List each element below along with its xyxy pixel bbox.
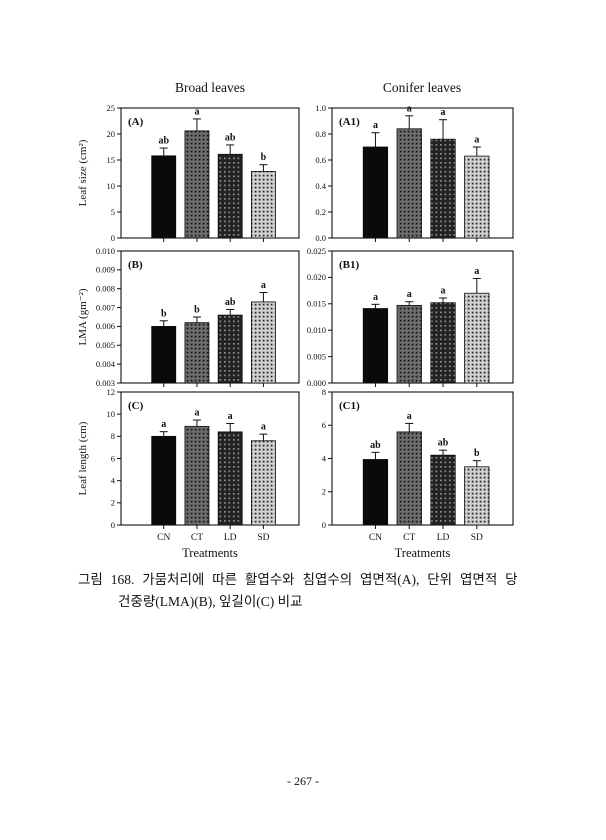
svg-text:0.020: 0.020 bbox=[307, 272, 326, 282]
svg-text:10: 10 bbox=[107, 409, 116, 419]
svg-text:Treatments: Treatments bbox=[182, 546, 238, 560]
svg-text:12: 12 bbox=[107, 387, 116, 397]
svg-text:0.6: 0.6 bbox=[315, 155, 326, 165]
svg-text:0.005: 0.005 bbox=[96, 340, 115, 350]
svg-text:0.007: 0.007 bbox=[96, 302, 115, 312]
svg-text:0.003: 0.003 bbox=[96, 378, 115, 388]
svg-text:5: 5 bbox=[111, 207, 115, 217]
svg-text:SD: SD bbox=[471, 533, 483, 543]
svg-text:LD: LD bbox=[437, 533, 450, 543]
svg-text:15: 15 bbox=[107, 155, 116, 165]
svg-text:(C): (C) bbox=[128, 400, 144, 412]
figure-caption-line1: 그림 168. 가뭄처리에 따른 활엽수와 침엽수의 엽면적(A), 단위 엽면… bbox=[78, 572, 518, 587]
svg-text:8: 8 bbox=[322, 387, 326, 397]
svg-text:4: 4 bbox=[111, 475, 116, 485]
column-title-broad-leaves: Broad leaves bbox=[174, 80, 246, 95]
svg-text:Leaf size (cm²): Leaf size (cm²) bbox=[77, 139, 89, 206]
svg-text:10: 10 bbox=[107, 181, 116, 191]
page-number: - 267 - bbox=[287, 774, 319, 788]
svg-text:b: b bbox=[194, 305, 200, 316]
svg-text:0.4: 0.4 bbox=[315, 181, 326, 191]
svg-text:0.2: 0.2 bbox=[315, 207, 326, 217]
svg-text:a: a bbox=[407, 411, 412, 422]
svg-text:0.008: 0.008 bbox=[96, 284, 115, 294]
svg-text:Leaf length (cm): Leaf length (cm) bbox=[77, 421, 89, 495]
svg-text:a: a bbox=[228, 411, 233, 422]
svg-text:2: 2 bbox=[111, 498, 115, 508]
svg-text:6: 6 bbox=[111, 453, 115, 463]
svg-text:ab: ab bbox=[225, 297, 236, 308]
svg-text:6: 6 bbox=[322, 420, 326, 430]
svg-text:4: 4 bbox=[322, 453, 327, 463]
svg-text:b: b bbox=[474, 448, 480, 459]
chart-panel-b-lma-broad: 0.003 0.004 0.005 0.006 0.007 0.008 0.009 0.010… bbox=[77, 246, 300, 388]
svg-text:(B1): (B1) bbox=[339, 259, 360, 271]
svg-text:a: a bbox=[474, 135, 479, 146]
svg-text:0.010: 0.010 bbox=[307, 325, 326, 335]
svg-text:ab: ab bbox=[158, 136, 169, 147]
svg-text:(A1): (A1) bbox=[339, 116, 360, 128]
svg-text:LMA (gm⁻²): LMA (gm⁻²) bbox=[77, 288, 89, 345]
svg-text:0.000: 0.000 bbox=[307, 378, 326, 388]
svg-text:a: a bbox=[407, 103, 412, 114]
svg-text:a: a bbox=[441, 285, 446, 296]
svg-text:0.004: 0.004 bbox=[96, 359, 116, 369]
svg-text:0.0: 0.0 bbox=[315, 233, 326, 243]
svg-text:2: 2 bbox=[322, 487, 326, 497]
svg-text:0.015: 0.015 bbox=[307, 299, 326, 309]
svg-text:a: a bbox=[373, 292, 378, 303]
svg-text:a: a bbox=[261, 422, 266, 433]
svg-text:ab: ab bbox=[370, 440, 381, 451]
svg-text:(B): (B) bbox=[128, 259, 143, 271]
svg-text:a: a bbox=[441, 107, 446, 118]
chart-panel-c1-leaf-length-conifer: 0 2 4 6 8 ab CN a CT ab LD b SD Treatments (C1) bbox=[322, 387, 514, 560]
svg-text:ab: ab bbox=[225, 132, 236, 143]
svg-text:0.005: 0.005 bbox=[307, 351, 326, 361]
svg-text:LD: LD bbox=[224, 533, 237, 543]
svg-text:a: a bbox=[261, 280, 266, 291]
svg-text:CT: CT bbox=[403, 533, 415, 543]
svg-text:a: a bbox=[161, 419, 166, 430]
svg-text:0.010: 0.010 bbox=[96, 246, 115, 256]
svg-text:SD: SD bbox=[257, 533, 269, 543]
svg-text:CN: CN bbox=[157, 533, 170, 543]
svg-text:0: 0 bbox=[111, 233, 115, 243]
svg-text:0.009: 0.009 bbox=[96, 265, 115, 275]
svg-text:0.8: 0.8 bbox=[315, 129, 326, 139]
svg-text:(A): (A) bbox=[128, 116, 144, 128]
chart-panel-a1-leaf-size-conifer: 0.0 0.2 0.4 0.6 0.8 1.0 a a a a (A1) bbox=[315, 103, 514, 243]
svg-text:a: a bbox=[474, 266, 479, 277]
svg-text:1.0: 1.0 bbox=[315, 103, 326, 113]
svg-text:ab: ab bbox=[438, 438, 449, 449]
svg-text:8: 8 bbox=[111, 431, 115, 441]
svg-text:0: 0 bbox=[322, 520, 326, 530]
svg-text:a: a bbox=[373, 120, 378, 131]
svg-text:20: 20 bbox=[107, 129, 116, 139]
column-title-conifer-leaves: Conifer leaves bbox=[382, 80, 462, 95]
chart-panel-b1-lma-conifer: 0.000 0.005 0.010 0.015 0.020 0.025 a a a a (B1) bbox=[307, 246, 514, 388]
figure-caption: 그림 168. 가뭄처리에 따른 활엽수와 침엽수의 엽면적(A), 단위 엽면… bbox=[78, 569, 540, 613]
svg-text:CN: CN bbox=[369, 533, 382, 543]
figure-caption-line2: 건중량(LMA)(B), 잎길이(C) 비교 bbox=[118, 594, 303, 609]
svg-text:(C1): (C1) bbox=[339, 400, 360, 412]
chart-panel-c-leaf-length-broad: 0 2 4 6 8 10 12 Leaf length (cm) a CN a CT a LD a SD Tre… bbox=[77, 387, 300, 560]
svg-text:25: 25 bbox=[107, 103, 116, 113]
svg-text:0: 0 bbox=[111, 520, 115, 530]
svg-text:0.006: 0.006 bbox=[96, 321, 115, 331]
svg-text:a: a bbox=[194, 106, 199, 117]
svg-text:a: a bbox=[194, 408, 199, 419]
svg-text:b: b bbox=[161, 308, 167, 319]
svg-text:Treatments: Treatments bbox=[395, 546, 451, 560]
chart-panel-a-leaf-size-broad: 0 5 10 15 20 25 Leaf size (cm²) ab a ab b (A) bbox=[77, 103, 300, 243]
svg-text:a: a bbox=[407, 289, 412, 300]
svg-text:0.025: 0.025 bbox=[307, 246, 326, 256]
svg-text:b: b bbox=[261, 152, 267, 163]
svg-text:CT: CT bbox=[191, 533, 203, 543]
